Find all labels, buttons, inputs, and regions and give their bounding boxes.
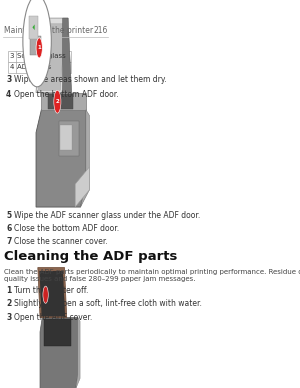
Text: Open the ADF cover.: Open the ADF cover. xyxy=(14,313,93,322)
Text: 2: 2 xyxy=(6,300,11,308)
Text: Close the bottom ADF door.: Close the bottom ADF door. xyxy=(14,224,120,233)
Circle shape xyxy=(23,0,51,87)
Polygon shape xyxy=(28,16,38,39)
Polygon shape xyxy=(32,24,34,30)
Text: 5: 5 xyxy=(6,211,11,220)
Polygon shape xyxy=(40,271,65,316)
Polygon shape xyxy=(36,110,86,207)
Text: Clean the ADF parts periodically to maintain optimal printing performance. Resid: Clean the ADF parts periodically to main… xyxy=(4,269,300,275)
Polygon shape xyxy=(41,93,86,110)
Polygon shape xyxy=(75,167,89,207)
Polygon shape xyxy=(59,121,79,156)
Text: Open the bottom ADF door.: Open the bottom ADF door. xyxy=(14,90,119,99)
Text: 1: 1 xyxy=(38,45,41,50)
Text: 7: 7 xyxy=(6,237,11,246)
Text: quality issues and false 280–299 paper jam messages.: quality issues and false 280–299 paper j… xyxy=(4,276,196,282)
Polygon shape xyxy=(60,125,72,150)
Polygon shape xyxy=(76,318,80,388)
Text: Close the scanner cover.: Close the scanner cover. xyxy=(14,237,108,246)
Circle shape xyxy=(36,38,42,58)
Text: 2: 2 xyxy=(56,99,59,104)
Text: 6: 6 xyxy=(6,224,11,233)
Polygon shape xyxy=(38,267,67,318)
Text: Scanner glass: Scanner glass xyxy=(17,54,66,59)
Polygon shape xyxy=(44,319,71,346)
Polygon shape xyxy=(49,94,74,109)
Text: 3: 3 xyxy=(6,313,11,322)
Text: ADF glass: ADF glass xyxy=(17,64,51,70)
Polygon shape xyxy=(36,18,68,93)
Polygon shape xyxy=(40,318,78,388)
Text: 4: 4 xyxy=(10,64,14,70)
Text: Turn the printer off.: Turn the printer off. xyxy=(14,286,89,295)
Text: 4: 4 xyxy=(6,90,11,99)
Text: 3: 3 xyxy=(9,54,14,59)
Text: 1: 1 xyxy=(6,286,11,295)
Text: Cleaning the ADF parts: Cleaning the ADF parts xyxy=(4,250,178,263)
Text: Slightly dampen a soft, lint-free cloth with water.: Slightly dampen a soft, lint-free cloth … xyxy=(14,300,202,308)
Text: 3: 3 xyxy=(6,75,11,84)
Text: Wipe the areas shown and let them dry.: Wipe the areas shown and let them dry. xyxy=(14,75,167,84)
Bar xyxy=(8,62,71,73)
Polygon shape xyxy=(38,24,65,90)
Polygon shape xyxy=(63,18,72,93)
Bar xyxy=(8,51,71,62)
Circle shape xyxy=(54,90,61,113)
Circle shape xyxy=(43,286,48,303)
Text: Wipe the ADF scanner glass under the ADF door.: Wipe the ADF scanner glass under the ADF… xyxy=(14,211,201,220)
Text: 216: 216 xyxy=(94,26,108,35)
Polygon shape xyxy=(80,110,89,207)
Text: Maintaining the printer: Maintaining the printer xyxy=(4,26,94,35)
Polygon shape xyxy=(30,36,41,55)
